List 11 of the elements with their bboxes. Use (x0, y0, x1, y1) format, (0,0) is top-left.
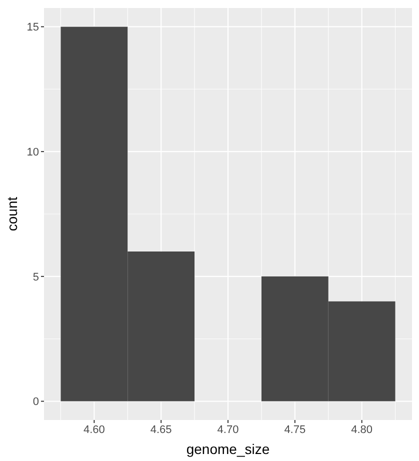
y-tick-label: 10 (26, 146, 39, 158)
x-tick-label: 4.80 (351, 424, 373, 436)
x-tick-label: 4.65 (150, 424, 172, 436)
x-tick-label: 4.60 (83, 424, 105, 436)
y-tick-label: 0 (32, 396, 39, 408)
x-axis-title: genome_size (186, 441, 270, 457)
y-axis-title: count (4, 196, 20, 232)
x-tick-label: 4.75 (284, 424, 306, 436)
x-tick-label: 4.70 (217, 424, 239, 436)
y-tick-label: 5 (32, 271, 39, 284)
y-tick-label: 15 (26, 22, 39, 34)
